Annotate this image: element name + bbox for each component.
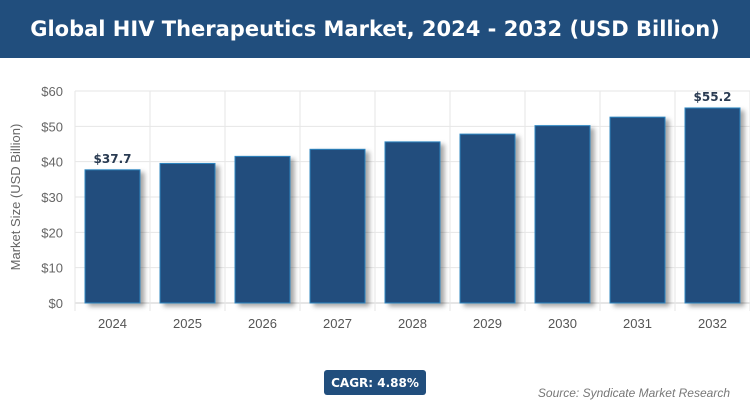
cagr-badge: CAGR: 4.88% — [324, 370, 426, 395]
bar-2024 — [84, 169, 141, 304]
data-label: $37.7 — [94, 152, 132, 166]
chart-title: Global HIV Therapeutics Market, 2024 - 2… — [0, 0, 750, 58]
source-note: Source: Syndicate Market Research — [537, 386, 730, 400]
y-tick-label: $60 — [41, 84, 63, 99]
y-axis-label: Market Size (USD Billion) — [8, 124, 23, 271]
y-tick-label: $20 — [41, 225, 63, 240]
bar-2028 — [384, 141, 441, 304]
x-tick-label: 2026 — [248, 316, 277, 331]
y-tick-label: $40 — [41, 155, 63, 170]
x-tick-label: 2024 — [98, 316, 127, 331]
y-tick-label: $10 — [41, 261, 63, 276]
x-tick-label: 2031 — [623, 316, 652, 331]
bar-2027 — [309, 148, 366, 304]
x-tick-label: 2025 — [173, 316, 202, 331]
bar-2030 — [534, 125, 591, 304]
x-tick-label: 2027 — [323, 316, 352, 331]
x-tick-label: 2030 — [548, 316, 577, 331]
y-tick-label: $30 — [41, 190, 63, 205]
x-tick-label: 2029 — [473, 316, 502, 331]
x-tick-label: 2032 — [698, 316, 727, 331]
x-tick-label: 2028 — [398, 316, 427, 331]
y-tick-label: $50 — [41, 119, 63, 134]
y-tick-label: $0 — [49, 296, 63, 311]
bar-2032 — [684, 107, 741, 304]
bar-2025 — [159, 162, 216, 304]
bar-2029 — [459, 133, 516, 304]
bar-2031 — [609, 116, 666, 304]
bar-2026 — [234, 155, 291, 304]
data-label: $55.2 — [694, 90, 732, 104]
